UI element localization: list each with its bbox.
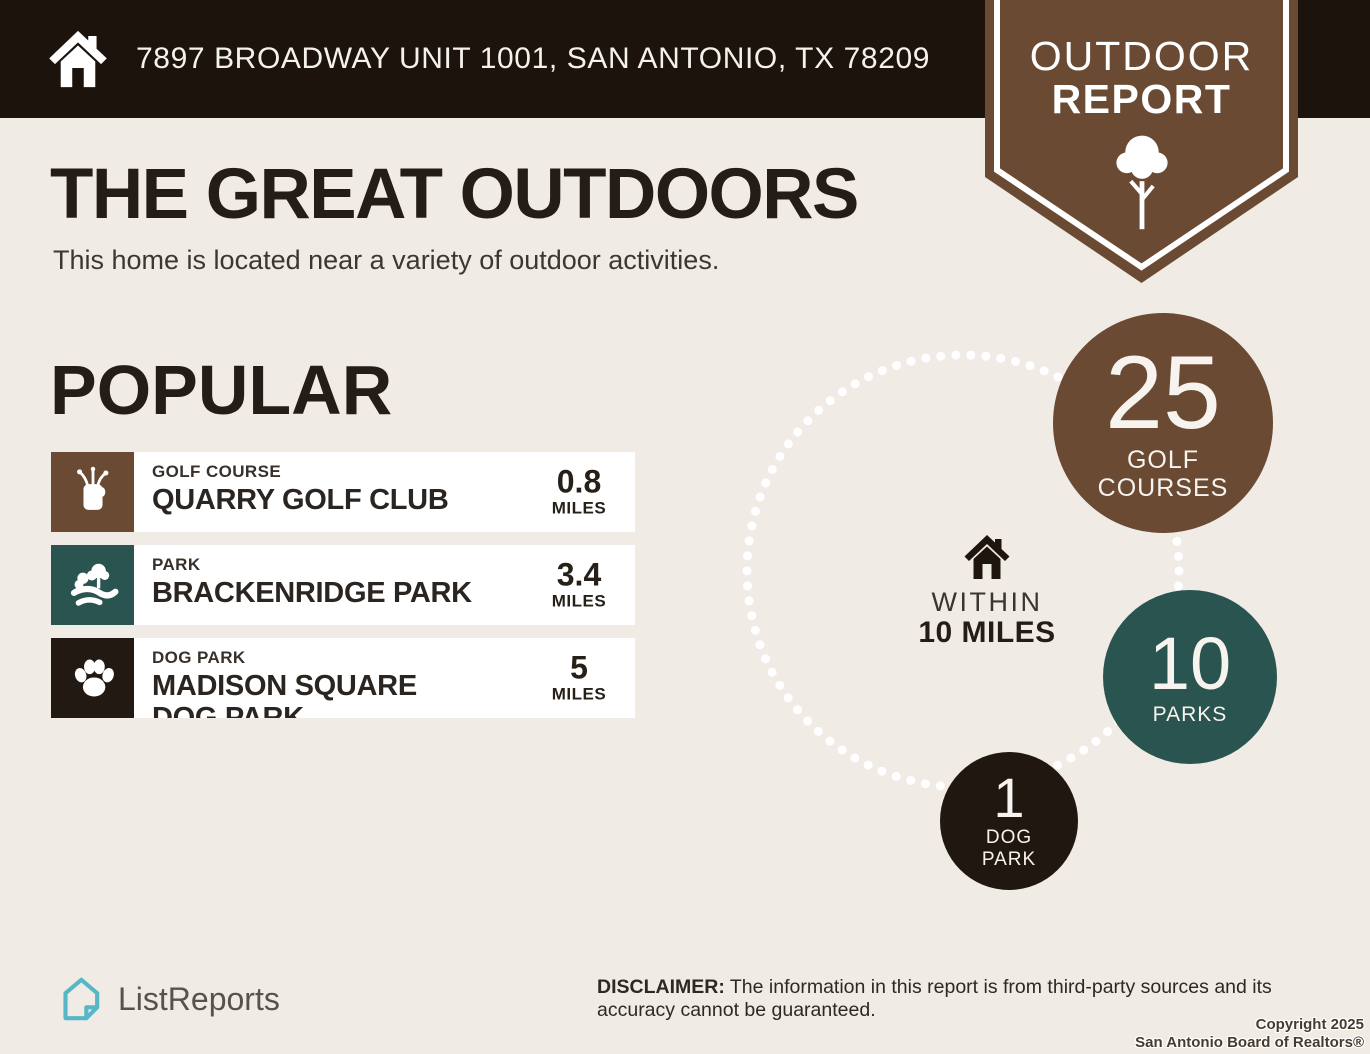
stat-label-line1: GOLF	[1126, 446, 1200, 474]
park-tile	[51, 545, 134, 625]
disclaimer-line2: accuracy cannot be guaranteed.	[597, 999, 876, 1021]
place-info: GOLF COURSE QUARRY GOLF CLUB	[152, 462, 482, 516]
stat-value: 25	[1105, 335, 1221, 451]
place-info: PARK BRACKENRIDGE PARK	[152, 555, 482, 609]
distance-value: 0.8	[556, 463, 602, 500]
distance-unit: MILES	[551, 591, 607, 611]
radius-dotted-ring	[742, 350, 1184, 792]
park-icon	[70, 563, 118, 606]
distance-value: 5	[570, 649, 588, 686]
place-distance: 5 MILES	[529, 649, 629, 705]
stat-label-line2: COURSES	[1097, 474, 1229, 502]
tree-icon	[1116, 135, 1168, 230]
copyright-line1: Copyright 2025	[1255, 1016, 1364, 1033]
place-row-dog-park: DOG PARK MADISON SQUARE DOG PARK 5 MILES	[51, 638, 635, 718]
home-icon	[49, 30, 107, 88]
place-category: DOG PARK	[152, 648, 246, 667]
paw-icon	[74, 659, 114, 697]
radius-label-line1: WITHIN	[931, 587, 1043, 617]
dog-park-tile	[51, 638, 134, 718]
stat-circle-golf-courses: 25 GOLF COURSES	[1053, 313, 1273, 533]
place-distance: 3.4 MILES	[529, 556, 629, 612]
place-name: MADISON SQUARE DOG PARK	[152, 670, 417, 718]
distance-value: 3.4	[556, 556, 602, 593]
page-subtitle: This home is located near a variety of o…	[53, 245, 720, 275]
distance-unit: MILES	[551, 498, 607, 518]
stat-label-line1: DOG	[985, 827, 1033, 848]
stat-label-line2: PARK	[981, 849, 1037, 870]
place-row-park: PARK BRACKENRIDGE PARK 3.4 MILES	[51, 545, 635, 625]
golf-course-tile	[51, 452, 134, 532]
stat-circle-dog-park: 1 DOG PARK	[940, 752, 1078, 890]
distance-unit: MILES	[551, 684, 607, 704]
disclaimer-label: DISCLAIMER:	[597, 976, 725, 998]
place-category: GOLF COURSE	[152, 462, 282, 481]
home-icon	[964, 535, 1010, 579]
ribbon-title-line2: REPORT	[1051, 76, 1232, 122]
copyright-line2: San Antonio Board of Realtors®	[1135, 1034, 1364, 1051]
disclaimer-line1: DISCLAIMER: The information in this repo…	[597, 976, 1272, 998]
golf-bag-icon	[76, 466, 108, 510]
stat-label-line1: PARKS	[1152, 702, 1228, 726]
property-address: 7897 BROADWAY UNIT 1001, SAN ANTONIO, TX…	[136, 42, 931, 75]
place-distance: 0.8 MILES	[529, 463, 629, 519]
stat-value: 1	[993, 766, 1025, 829]
listreports-logo-icon	[63, 977, 100, 1021]
disclaimer-text: DISCLAIMER: The information in this repo…	[597, 976, 1337, 1022]
section-title-popular: POPULAR	[50, 351, 393, 429]
place-info: DOG PARK MADISON SQUARE DOG PARK	[152, 648, 482, 718]
listreports-brand-name: ListReports	[118, 980, 280, 1017]
radius-label-line2: 10 MILES	[918, 616, 1056, 649]
outdoor-report-ribbon: OUTDOOR REPORT	[985, 0, 1298, 292]
copyright-notice: Copyright 2025 San Antonio Board of Real…	[1135, 1016, 1364, 1052]
place-name: BRACKENRIDGE PARK	[152, 577, 472, 609]
place-name: QUARRY GOLF CLUB	[152, 484, 449, 516]
page-title: THE GREAT OUTDOORS	[50, 155, 859, 234]
place-row-golf-course: GOLF COURSE QUARRY GOLF CLUB 0.8 MILES	[51, 452, 635, 532]
ribbon-title-line1: OUTDOOR	[1029, 33, 1254, 79]
place-category: PARK	[152, 555, 201, 574]
stat-circle-parks: 10 PARKS	[1103, 590, 1277, 764]
stat-value: 10	[1148, 621, 1232, 705]
